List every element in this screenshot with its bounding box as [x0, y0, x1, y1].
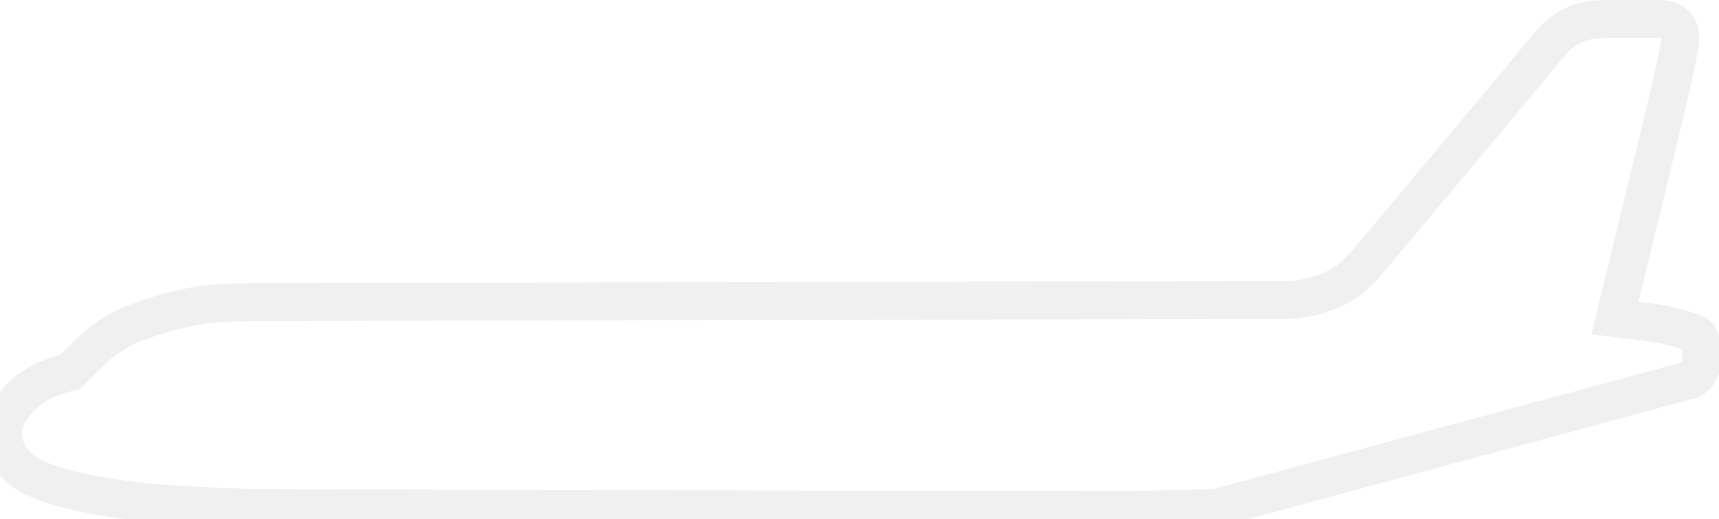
drawing-canvas: [0, 0, 1719, 519]
airplane-outline-icon: [0, 0, 1719, 519]
airplane-body-outline: [0, 0, 1719, 519]
